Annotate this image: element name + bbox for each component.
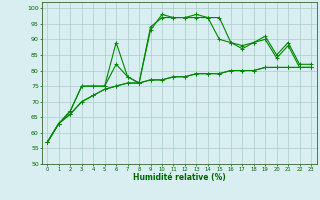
- X-axis label: Humidité relative (%): Humidité relative (%): [133, 173, 226, 182]
